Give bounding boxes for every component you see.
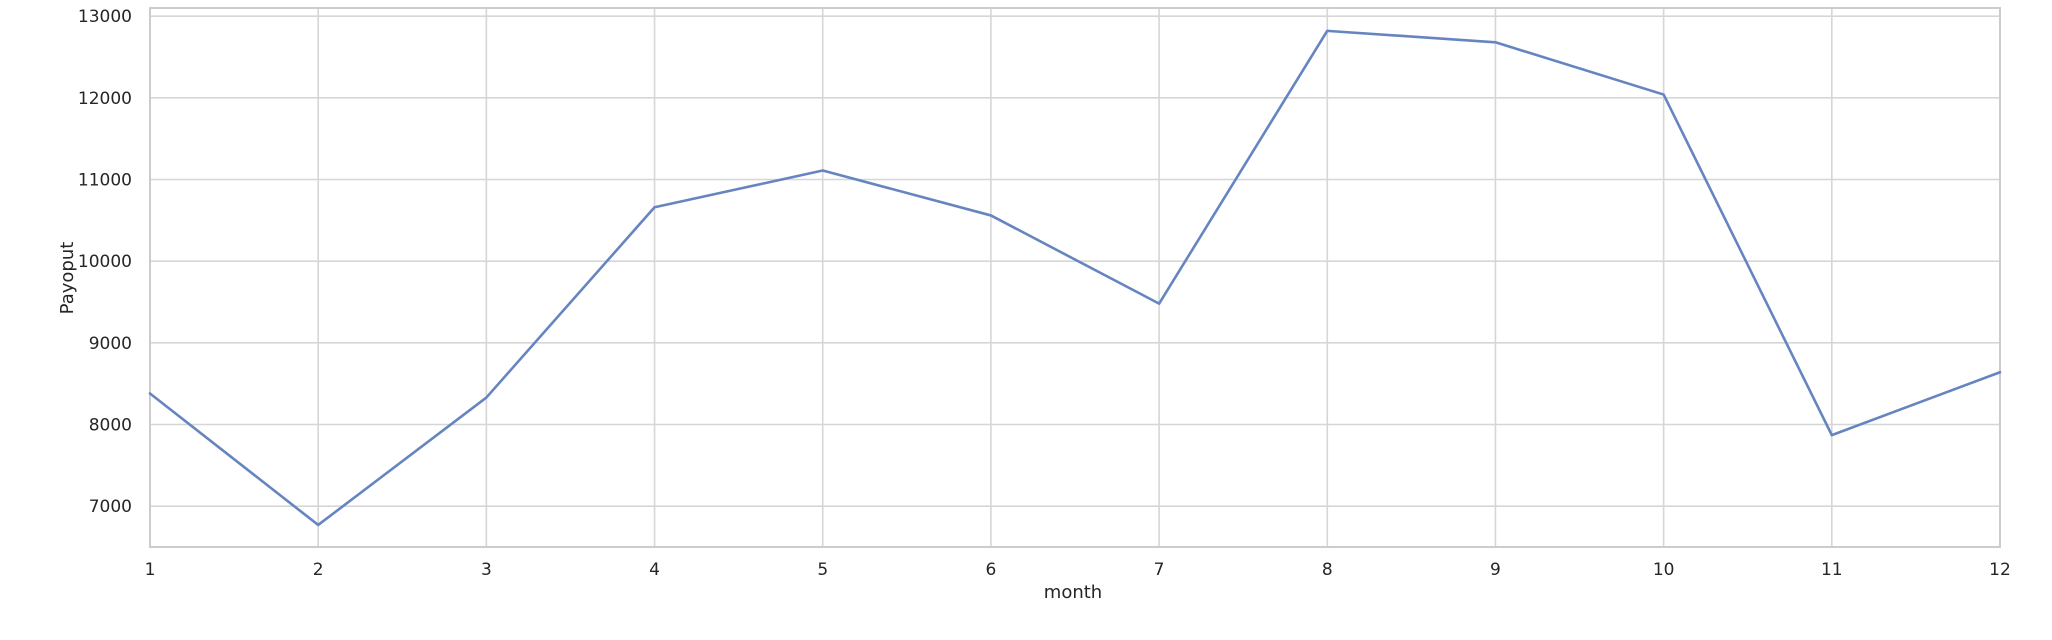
x-tick-label: 2 xyxy=(313,560,324,580)
x-tick-label: 11 xyxy=(1821,560,1843,580)
plot-border xyxy=(149,7,2001,548)
x-axis-title: month xyxy=(1044,582,1102,603)
x-tick-label: 3 xyxy=(481,560,492,580)
x-tick-label: 8 xyxy=(1322,560,1333,580)
x-tick-label: 6 xyxy=(985,560,996,580)
x-tick-label: 5 xyxy=(817,560,828,580)
y-tick-label: 8000 xyxy=(89,416,132,436)
x-tick-label: 12 xyxy=(1989,560,2011,580)
grid-layer xyxy=(149,8,2001,547)
y-tick-label: 13000 xyxy=(78,7,132,27)
x-tick-label: 1 xyxy=(145,560,156,580)
y-tick-label: 7000 xyxy=(89,497,132,517)
x-tick-label: 7 xyxy=(1154,560,1165,580)
x-tick-label: 9 xyxy=(1490,560,1501,580)
y-tick-label: 9000 xyxy=(89,334,132,354)
x-tick-label: 4 xyxy=(649,560,660,580)
y-tick-label: 10000 xyxy=(78,252,132,272)
x-tick-label: 10 xyxy=(1653,560,1675,580)
y-tick-labels: 7000 8000 9000 10000 11000 12000 13000 xyxy=(78,7,132,517)
plot-frame xyxy=(149,7,2001,548)
x-tick-labels: 1 2 3 4 5 6 7 8 9 10 11 12 xyxy=(145,560,2011,580)
series-layer xyxy=(148,29,2002,527)
y-axis-title: Payoput xyxy=(57,242,78,315)
series-line xyxy=(148,29,2002,527)
y-tick-label: 12000 xyxy=(78,89,132,109)
y-tick-label: 11000 xyxy=(78,171,132,191)
